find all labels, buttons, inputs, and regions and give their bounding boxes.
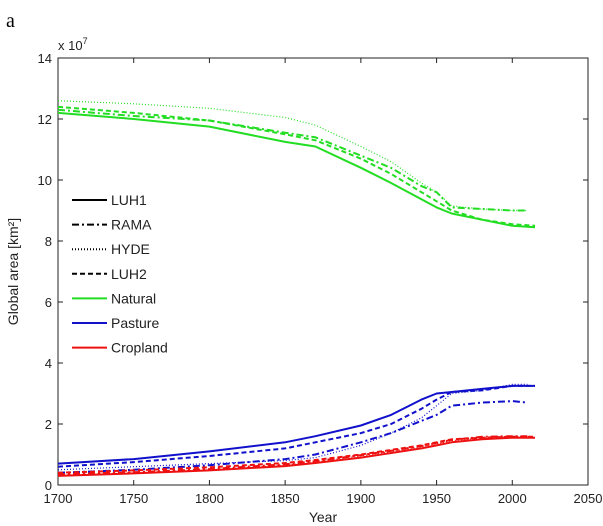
series-line-natural-luh1	[57, 111, 536, 229]
legend: LUH1 RAMA HYDE LUH2 Natural Pasture Cropland	[72, 192, 168, 356]
y-axis-multiplier: x 107	[58, 36, 88, 53]
legend-label-cropland: Cropland	[111, 340, 168, 356]
x-tick-label: 1900	[346, 491, 375, 506]
y-tick-label: 10	[38, 173, 52, 188]
legend-label-rama: RAMA	[111, 217, 152, 233]
y-tick-label: 4	[45, 356, 52, 371]
y-tick-label: 0	[45, 478, 52, 493]
series-layer	[57, 100, 536, 477]
series-line-cropland-luh1	[57, 436, 535, 477]
x-axis: 1700 1750 1800 1850 1900 1950 2000 2050	[44, 58, 603, 506]
x-tick-label: 1850	[271, 491, 300, 506]
series-line-natural-luh2	[57, 105, 536, 227]
series-line-pasture-luh1	[57, 384, 535, 465]
x-tick-label: 1750	[119, 491, 148, 506]
y-tick-label: 2	[45, 417, 52, 432]
legend-label-luh2: LUH2	[111, 266, 147, 282]
y-axis: 0 2 4 6 8 10 12 14	[38, 51, 588, 493]
plot-area	[57, 57, 589, 486]
x-tick-label: 1800	[195, 491, 224, 506]
legend-label-natural: Natural	[111, 290, 156, 306]
x-tick-label: 2000	[498, 491, 527, 506]
x-tick-label: 2050	[574, 491, 603, 506]
x-tick-label: 1950	[422, 491, 451, 506]
y-tick-label: 12	[38, 112, 52, 127]
x-axis-label: Year	[309, 509, 338, 525]
y-axis-label: Global area [km²]	[5, 218, 21, 325]
series-line-pasture-rama	[57, 400, 528, 474]
panel-label: a	[6, 10, 15, 32]
y-tick-label: 6	[45, 295, 52, 310]
series-line-cropland-luh2	[57, 435, 535, 474]
y-tick-label: 14	[38, 51, 52, 66]
series-line-pasture-luh2	[57, 384, 535, 468]
legend-label-hyde: HYDE	[111, 241, 150, 257]
legend-label-luh1: LUH1	[111, 192, 147, 208]
x-tick-label: 1700	[44, 491, 73, 506]
y-tick-label: 8	[45, 234, 52, 249]
legend-label-pasture: Pasture	[111, 315, 159, 331]
